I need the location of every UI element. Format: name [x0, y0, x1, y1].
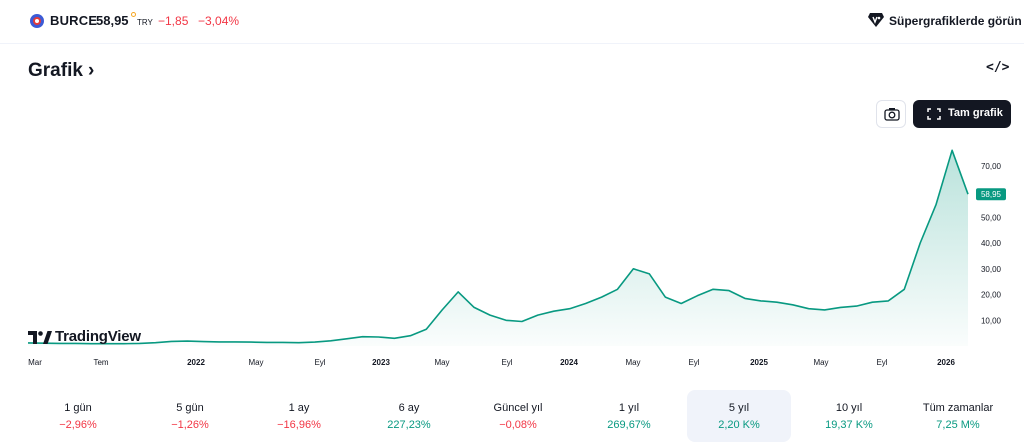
supercharts-icon[interactable] [867, 12, 885, 28]
period-6m[interactable]: 6 ay 227,23% [357, 390, 461, 442]
x-tick-label: Eyl [314, 358, 325, 367]
y-tick-label: 50,00 [981, 213, 1002, 222]
supercharts-link[interactable]: Süpergrafiklerde görün [889, 14, 1022, 28]
y-tick-label: 20,00 [981, 291, 1002, 300]
top-bar: BURCE 58,95 TRY −1,85 −3,04% Süpergrafik… [0, 0, 1024, 44]
x-tick-label: May [434, 358, 449, 367]
x-tick-label: 2025 [750, 358, 768, 367]
period-ytd[interactable]: Güncel yıl −0,08% [466, 390, 570, 442]
price-area-fill [28, 150, 968, 346]
last-price-badge [976, 188, 1006, 201]
section-title[interactable]: Grafik [28, 60, 83, 81]
period-10y[interactable]: 10 yıl 19,37 K% [797, 390, 901, 442]
camera-icon [884, 108, 900, 121]
x-tick-label: May [248, 358, 263, 367]
x-tick-label: Mar [28, 358, 42, 367]
price-line [27, 149, 969, 345]
period-value: 7,25 M% [936, 419, 980, 431]
performance-periods: 1 gün −2,96% 5 gün −1,26% 1 ay −16,96% 6… [20, 390, 1010, 442]
period-value: 227,23% [387, 419, 431, 431]
period-label: 5 gün [176, 402, 204, 414]
period-5y[interactable]: 5 yıl 2,20 K% [687, 390, 791, 442]
x-tick-label: May [813, 358, 828, 367]
last-price-label: 58,95 [981, 190, 1002, 199]
period-value: 269,67% [607, 419, 651, 431]
period-value: −2,96% [59, 419, 97, 431]
snapshot-button[interactable] [876, 100, 906, 128]
period-value: 19,37 K% [825, 419, 873, 431]
x-tick-label: 2023 [372, 358, 390, 367]
period-1d[interactable]: 1 gün −2,96% [26, 390, 130, 442]
symbol-price: 58,95 [96, 13, 129, 28]
y-tick-label: 70,00 [981, 162, 1002, 171]
chevron-right-icon[interactable]: › [88, 60, 95, 81]
y-tick-label: 30,00 [981, 265, 1002, 274]
period-value: −16,96% [277, 419, 321, 431]
period-label: 1 ay [288, 402, 310, 414]
period-5d[interactable]: 5 gün −1,26% [138, 390, 242, 442]
period-label: 10 yıl [835, 402, 863, 414]
period-label: 1 yıl [618, 402, 640, 414]
tradingview-logo-icon [28, 331, 52, 344]
x-tick-label: Eyl [876, 358, 887, 367]
period-value: 2,20 K% [718, 419, 760, 431]
x-tick-label: May [625, 358, 640, 367]
x-tick-label: Eyl [688, 358, 699, 367]
period-value: −1,26% [171, 419, 209, 431]
period-label: 1 gün [64, 402, 92, 414]
full-chart-button[interactable]: Tam grafik [913, 100, 1011, 128]
symbol-change-percent: −3,04% [198, 14, 240, 28]
period-1y[interactable]: 1 yıl 269,67% [577, 390, 681, 442]
y-tick-label: 40,00 [981, 239, 1002, 248]
y-tick-label: 10,00 [981, 316, 1002, 325]
symbol-logo-icon [30, 14, 44, 28]
x-tick-label: 2024 [560, 358, 578, 367]
embed-code-icon[interactable]: </> [986, 60, 1010, 75]
x-tick-label: 2026 [937, 358, 955, 367]
market-status-icon [131, 12, 136, 17]
period-1m[interactable]: 1 ay −16,96% [247, 390, 351, 442]
x-tick-label: Eyl [501, 358, 512, 367]
x-tick-label: 2022 [187, 358, 205, 367]
symbol-change: −1,85 [158, 14, 189, 28]
symbol-currency: TRY [137, 18, 153, 27]
period-value: −0,08% [499, 419, 537, 431]
fullscreen-icon [927, 108, 941, 120]
full-chart-label: Tam grafik [948, 107, 1003, 119]
tradingview-brand: TradingView [55, 328, 141, 345]
period-all[interactable]: Tüm zamanlar 7,25 M% [906, 390, 1010, 442]
symbol-name[interactable]: BURCE [50, 13, 98, 28]
period-label: Güncel yıl [493, 402, 543, 414]
period-label: 6 ay [398, 402, 420, 414]
x-tick-label: Tem [93, 358, 108, 367]
period-label: 5 yıl [728, 402, 750, 414]
period-label: Tüm zamanlar [922, 402, 994, 414]
